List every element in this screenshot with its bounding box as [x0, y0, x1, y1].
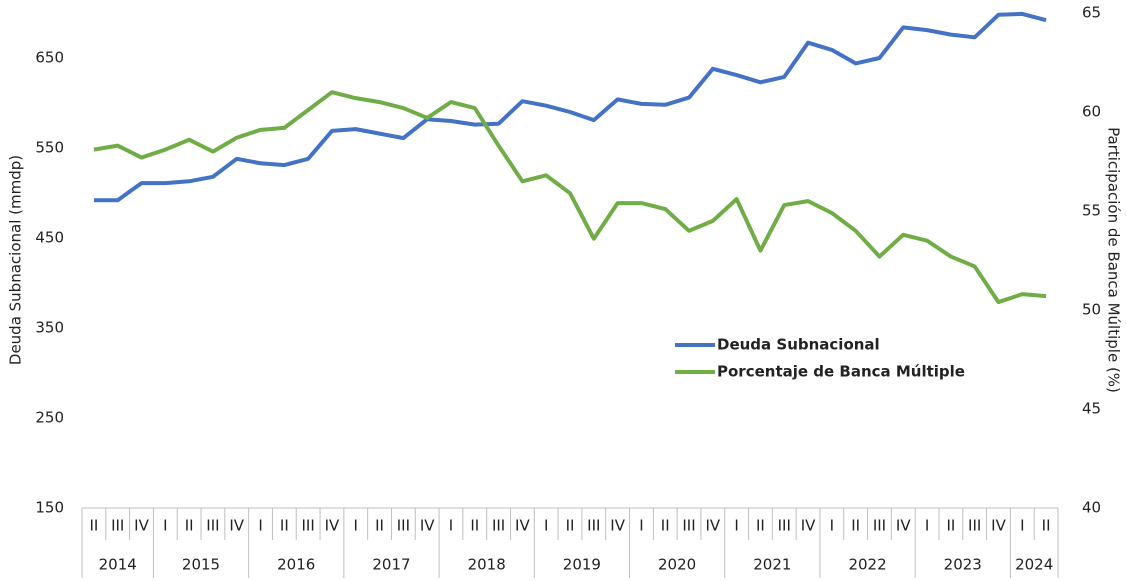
- legend-label: Deuda Subnacional: [717, 336, 880, 354]
- legend-label: Porcentaje de Banca Múltiple: [717, 363, 965, 381]
- x-group-label: 2022: [848, 556, 886, 574]
- x-tick-label: II: [756, 517, 765, 535]
- x-tick-label: III: [302, 517, 315, 535]
- x-group-label: 2018: [468, 556, 506, 574]
- x-group-label: 2024: [1015, 556, 1053, 574]
- x-group-label: 2020: [658, 556, 696, 574]
- x-tick-label: II: [1042, 517, 1051, 535]
- x-tick-label: III: [873, 517, 886, 535]
- x-tick-label: II: [946, 517, 955, 535]
- x-tick-label: II: [851, 517, 860, 535]
- x-tick-label: I: [1020, 517, 1024, 535]
- x-tick-label: I: [354, 517, 358, 535]
- x-tick-label: I: [449, 517, 453, 535]
- x-tick-label: II: [280, 517, 289, 535]
- y2-axis-label: Participación de Banca Múltiple (%): [1105, 127, 1123, 393]
- x-tick-label: IV: [420, 517, 435, 535]
- y2-tick-label: 60: [1082, 103, 1101, 121]
- y-tick-label: 250: [35, 409, 64, 427]
- x-group-label: 2014: [99, 556, 137, 574]
- y2-tick-label: 65: [1082, 4, 1101, 22]
- x-tick-label: IV: [134, 517, 149, 535]
- x-tick-label: II: [470, 517, 479, 535]
- x-tick-label: III: [492, 517, 505, 535]
- y-tick-label: 150: [35, 499, 64, 517]
- x-tick-label: II: [89, 517, 98, 535]
- x-tick-label: III: [682, 517, 695, 535]
- y-tick-label: 650: [35, 49, 64, 67]
- x-group-label: 2021: [753, 556, 791, 574]
- x-tick-label: III: [111, 517, 124, 535]
- x-tick-label: II: [566, 517, 575, 535]
- y2-tick-label: 45: [1082, 400, 1101, 418]
- y-axis-label: Deuda Subnacional (mmdp): [7, 155, 25, 365]
- x-tick-label: II: [375, 517, 384, 535]
- x-tick-label: IV: [515, 517, 530, 535]
- x-group-label: 2019: [563, 556, 601, 574]
- y-tick-label: 550: [35, 139, 64, 157]
- x-tick-label: III: [968, 517, 981, 535]
- x-tick-label: I: [163, 517, 167, 535]
- x-tick-label: I: [734, 517, 738, 535]
- x-tick-label: IV: [991, 517, 1006, 535]
- x-tick-label: I: [544, 517, 548, 535]
- x-tick-label: IV: [801, 517, 816, 535]
- x-tick-label: II: [661, 517, 670, 535]
- y2-tick-label: 50: [1082, 301, 1101, 319]
- x-tick-label: I: [639, 517, 643, 535]
- y-tick-label: 450: [35, 229, 64, 247]
- x-group-label: 2016: [277, 556, 315, 574]
- x-tick-label: II: [185, 517, 194, 535]
- x-tick-label: I: [258, 517, 262, 535]
- y2-tick-label: 55: [1082, 202, 1101, 220]
- x-tick-label: IV: [229, 517, 244, 535]
- line-series: [93, 11, 1047, 203]
- x-group-label: 2017: [372, 556, 410, 574]
- x-tick-label: IV: [325, 517, 340, 535]
- x-group-label: 2023: [944, 556, 982, 574]
- y2-tick-label: 40: [1082, 499, 1101, 517]
- x-tick-label: III: [587, 517, 600, 535]
- x-tick-label: IV: [705, 517, 720, 535]
- x-tick-label: III: [397, 517, 410, 535]
- x-tick-label: III: [778, 517, 791, 535]
- x-tick-label: I: [925, 517, 929, 535]
- line-series: [93, 90, 1047, 305]
- y-tick-label: 350: [35, 319, 64, 337]
- x-tick-label: I: [830, 517, 834, 535]
- x-tick-label: III: [206, 517, 219, 535]
- x-group-label: 2015: [182, 556, 220, 574]
- x-tick-label: IV: [896, 517, 911, 535]
- x-tick-label: IV: [610, 517, 625, 535]
